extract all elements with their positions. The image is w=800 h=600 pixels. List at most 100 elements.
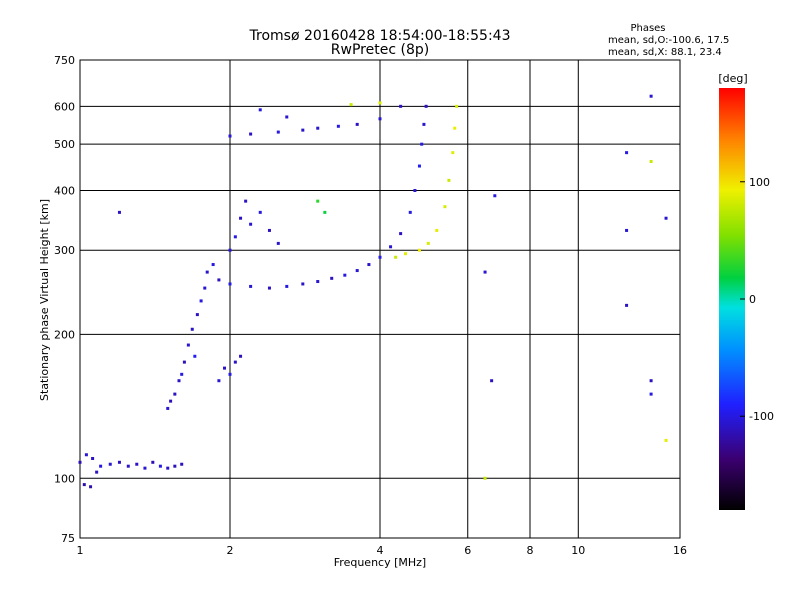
data-point bbox=[301, 282, 305, 286]
data-point bbox=[483, 476, 487, 480]
data-point bbox=[173, 464, 177, 468]
x-axis-ticks: 1 2 4 6 8 10 16 bbox=[77, 544, 688, 557]
y-tick-label: 750 bbox=[54, 54, 75, 67]
colorbar-label: [deg] bbox=[718, 72, 747, 85]
data-point bbox=[276, 241, 280, 245]
x-tick-label: 10 bbox=[571, 544, 585, 557]
data-point bbox=[413, 188, 417, 192]
data-point bbox=[117, 460, 121, 464]
data-point bbox=[258, 108, 262, 112]
data-point bbox=[249, 132, 253, 136]
data-point bbox=[143, 466, 147, 470]
y-axis-ticks: 75 100 200 300 400 500 600 750 bbox=[54, 54, 75, 545]
y-tick-label: 600 bbox=[54, 100, 75, 113]
data-point bbox=[349, 103, 353, 107]
y-tick-label: 75 bbox=[61, 532, 75, 545]
data-point bbox=[399, 104, 403, 108]
data-point bbox=[664, 216, 668, 220]
x-tick-label: 16 bbox=[673, 544, 687, 557]
data-point bbox=[182, 360, 186, 364]
data-point bbox=[455, 104, 459, 108]
colorbar-tick-label: 0 bbox=[749, 293, 756, 306]
data-point bbox=[267, 286, 271, 290]
data-point bbox=[249, 284, 253, 288]
y-tick-label: 500 bbox=[54, 138, 75, 151]
data-point bbox=[408, 210, 412, 214]
chart-title: Tromsø 20160428 18:54:00-18:55:43 bbox=[249, 28, 511, 44]
data-point bbox=[151, 460, 155, 464]
data-point bbox=[399, 232, 403, 236]
data-point bbox=[483, 270, 487, 274]
data-point bbox=[625, 151, 629, 155]
data-point bbox=[169, 399, 173, 403]
data-point bbox=[217, 278, 221, 282]
colorbar-ticks: 100 0 -100 bbox=[740, 176, 774, 423]
colorbar-tick-label: -100 bbox=[749, 410, 774, 423]
data-point bbox=[177, 379, 181, 383]
data-point bbox=[378, 117, 382, 121]
data-point bbox=[285, 284, 289, 288]
data-points bbox=[78, 94, 668, 489]
data-point bbox=[190, 327, 194, 331]
data-point bbox=[625, 228, 629, 232]
data-point bbox=[193, 354, 197, 358]
data-point bbox=[99, 464, 103, 468]
data-point bbox=[211, 263, 215, 267]
data-point bbox=[625, 303, 629, 307]
data-point bbox=[91, 456, 95, 460]
data-point bbox=[451, 151, 455, 155]
data-point bbox=[180, 462, 184, 466]
grid bbox=[80, 60, 680, 538]
data-point bbox=[343, 273, 347, 277]
data-point bbox=[158, 464, 162, 468]
data-point bbox=[447, 178, 451, 182]
data-point bbox=[490, 379, 494, 383]
data-point bbox=[180, 372, 184, 376]
data-point bbox=[649, 379, 653, 383]
data-point bbox=[443, 205, 447, 209]
data-point bbox=[249, 222, 253, 226]
data-point bbox=[223, 366, 227, 370]
data-point bbox=[78, 460, 82, 464]
data-point bbox=[316, 199, 320, 203]
data-point bbox=[239, 216, 243, 220]
data-point bbox=[135, 462, 139, 466]
data-point bbox=[378, 101, 382, 105]
data-point bbox=[228, 248, 232, 252]
data-point bbox=[323, 210, 327, 214]
data-point bbox=[195, 313, 199, 317]
data-point bbox=[435, 228, 439, 232]
data-point bbox=[84, 453, 88, 457]
data-point bbox=[453, 126, 457, 130]
data-point bbox=[316, 126, 320, 130]
data-point bbox=[336, 124, 340, 128]
data-point bbox=[166, 466, 170, 470]
data-point bbox=[108, 462, 112, 466]
data-point bbox=[355, 269, 359, 273]
phases-header: Phases bbox=[630, 23, 665, 34]
data-point bbox=[417, 248, 421, 252]
data-point bbox=[244, 199, 248, 203]
data-point bbox=[166, 406, 170, 410]
x-tick-label: 2 bbox=[227, 544, 234, 557]
data-point bbox=[426, 241, 430, 245]
data-point bbox=[394, 255, 398, 259]
data-point bbox=[228, 282, 232, 286]
data-point bbox=[239, 354, 243, 358]
x-tick-label: 8 bbox=[527, 544, 534, 557]
y-tick-label: 100 bbox=[54, 472, 75, 485]
data-point bbox=[417, 164, 421, 168]
data-point bbox=[493, 194, 497, 198]
data-point bbox=[82, 483, 86, 487]
phases-mean-x: mean, sd,X: 88.1, 23.4 bbox=[608, 47, 722, 58]
data-point bbox=[205, 270, 209, 274]
data-point bbox=[228, 134, 232, 138]
data-point bbox=[422, 122, 426, 126]
data-point bbox=[330, 276, 334, 280]
colorbar-tick-label: 100 bbox=[749, 176, 770, 189]
y-tick-label: 400 bbox=[54, 184, 75, 197]
data-point bbox=[403, 252, 407, 256]
data-point bbox=[664, 438, 668, 442]
data-point bbox=[126, 464, 130, 468]
